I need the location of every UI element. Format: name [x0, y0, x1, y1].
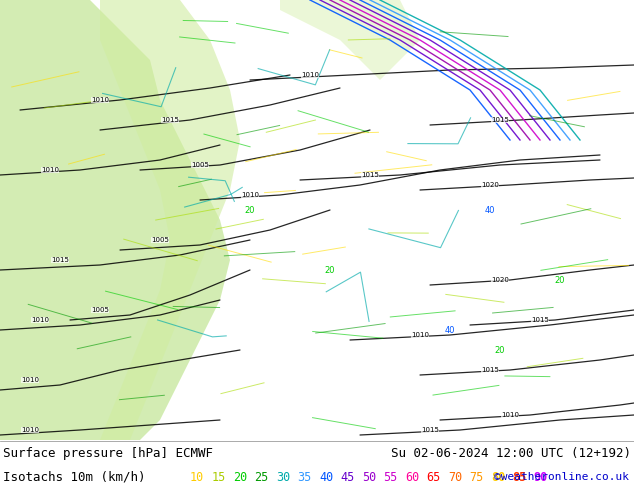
Text: 65: 65: [427, 470, 441, 484]
Text: 60: 60: [405, 470, 419, 484]
Text: 1010: 1010: [21, 427, 39, 433]
Text: 55: 55: [384, 470, 398, 484]
Text: 1010: 1010: [501, 412, 519, 418]
Text: 1015: 1015: [481, 367, 499, 373]
Text: 1005: 1005: [91, 307, 109, 313]
Text: 1015: 1015: [421, 427, 439, 433]
Text: 20: 20: [495, 345, 505, 354]
Text: 20: 20: [233, 470, 247, 484]
Text: 20: 20: [555, 275, 566, 285]
Text: 1020: 1020: [481, 182, 499, 188]
Text: 30: 30: [276, 470, 290, 484]
Text: 1015: 1015: [51, 257, 69, 263]
Text: 70: 70: [448, 470, 462, 484]
Text: 1015: 1015: [531, 317, 549, 323]
Polygon shape: [0, 0, 230, 440]
Text: 75: 75: [469, 470, 484, 484]
Polygon shape: [280, 0, 420, 80]
Text: 20: 20: [245, 205, 256, 215]
Text: 40: 40: [444, 325, 455, 335]
Text: Isotachs 10m (km/h): Isotachs 10m (km/h): [3, 470, 145, 484]
Text: 15: 15: [211, 470, 226, 484]
Text: 10: 10: [190, 470, 204, 484]
Text: 1010: 1010: [21, 377, 39, 383]
Text: 50: 50: [362, 470, 376, 484]
Text: 1010: 1010: [41, 167, 59, 173]
Text: 20: 20: [325, 266, 335, 274]
Text: 1010: 1010: [241, 192, 259, 198]
Text: 85: 85: [512, 470, 527, 484]
Text: 1010: 1010: [411, 332, 429, 338]
Text: 1015: 1015: [161, 117, 179, 123]
Text: 45: 45: [340, 470, 354, 484]
Text: 40: 40: [319, 470, 333, 484]
Text: 1005: 1005: [191, 162, 209, 168]
Text: 1010: 1010: [301, 72, 319, 78]
Text: 25: 25: [254, 470, 269, 484]
Polygon shape: [100, 0, 240, 440]
Text: 35: 35: [297, 470, 312, 484]
Text: 1010: 1010: [91, 97, 109, 103]
Text: 40: 40: [485, 205, 495, 215]
Text: 1015: 1015: [491, 117, 509, 123]
Text: 1020: 1020: [491, 277, 509, 283]
Text: Surface pressure [hPa] ECMWF: Surface pressure [hPa] ECMWF: [3, 446, 213, 460]
Text: 80: 80: [491, 470, 505, 484]
Text: 90: 90: [534, 470, 548, 484]
Text: 1015: 1015: [361, 172, 379, 178]
Text: Su 02-06-2024 12:00 UTC (12+192): Su 02-06-2024 12:00 UTC (12+192): [391, 446, 631, 460]
Text: 1005: 1005: [151, 237, 169, 243]
Text: ©weatheronline.co.uk: ©weatheronline.co.uk: [494, 472, 629, 482]
Text: 1010: 1010: [31, 317, 49, 323]
